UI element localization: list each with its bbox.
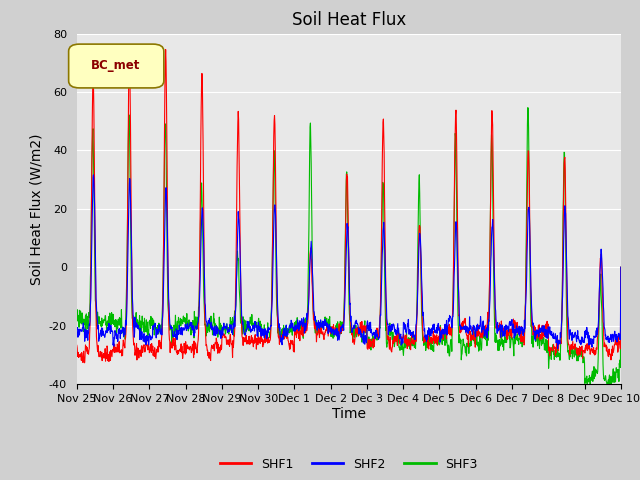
SHF3 <box>255 315 262 321</box>
Text: BC_met: BC_met <box>92 60 141 72</box>
X-axis label: Time: Time <box>332 407 366 420</box>
SHF3 <box>194 314 202 320</box>
SHF2 <box>181 325 189 331</box>
SHF2 <box>195 319 202 325</box>
Legend: SHF1, SHF2, SHF3: SHF1, SHF2, SHF3 <box>214 453 483 476</box>
SHF1 <box>73 342 81 348</box>
SHF1 <box>505 327 513 333</box>
SHF3 <box>524 105 532 110</box>
SHF1 <box>195 331 202 337</box>
SHF2 <box>617 264 625 270</box>
SHF3 <box>553 354 561 360</box>
Line: SHF3: SHF3 <box>77 108 621 384</box>
Line: SHF2: SHF2 <box>77 175 621 348</box>
SHF1 <box>125 43 133 49</box>
SHF3 <box>617 264 625 270</box>
SHF2 <box>505 329 513 335</box>
SHF2 <box>434 322 442 328</box>
SHF3 <box>504 327 512 333</box>
SHF2 <box>255 326 263 332</box>
SHF3 <box>180 314 188 320</box>
SHF2 <box>554 346 561 351</box>
SHF1 <box>617 264 625 270</box>
SHF2 <box>73 324 81 330</box>
SHF1 <box>434 335 442 341</box>
SHF1 <box>182 351 189 357</box>
SHF3 <box>73 319 81 324</box>
SHF1 <box>81 360 88 366</box>
SHF3 <box>433 341 441 347</box>
FancyBboxPatch shape <box>68 44 164 88</box>
SHF2 <box>553 337 561 343</box>
Y-axis label: Soil Heat Flux (W/m2): Soil Heat Flux (W/m2) <box>29 133 44 285</box>
SHF3 <box>583 381 591 387</box>
SHF1 <box>255 338 263 344</box>
SHF2 <box>90 172 97 178</box>
SHF1 <box>553 345 561 350</box>
Title: Soil Heat Flux: Soil Heat Flux <box>292 11 406 29</box>
Line: SHF1: SHF1 <box>77 46 621 363</box>
